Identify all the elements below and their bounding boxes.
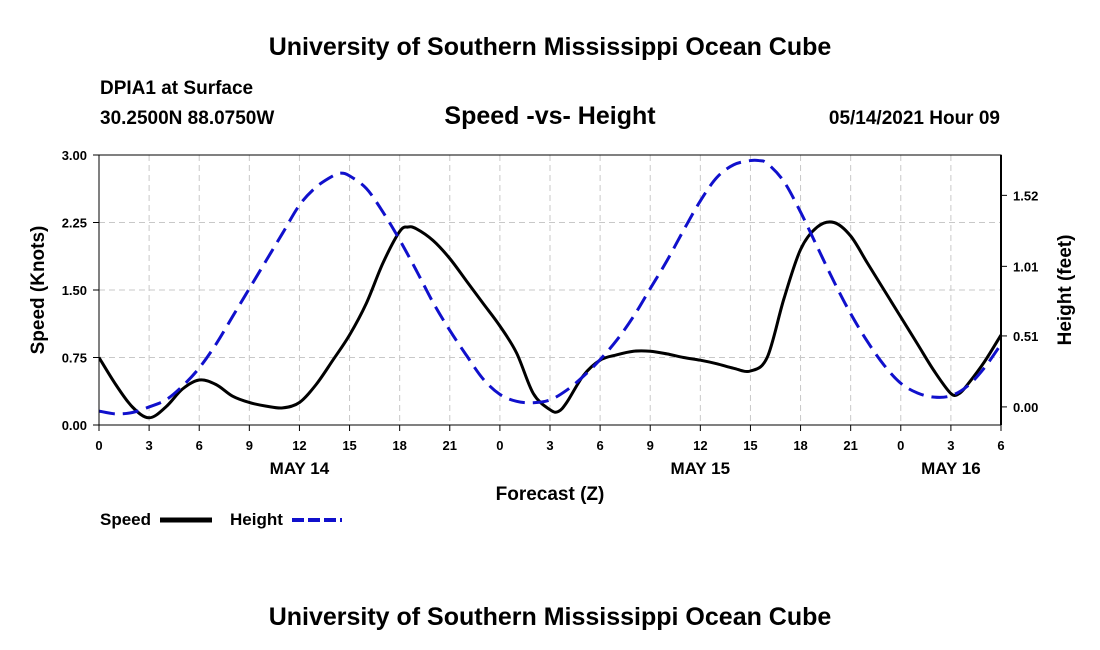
series-line-height: [99, 158, 1001, 416]
x-tick-label: 21: [443, 438, 457, 453]
x-tick-label: 6: [596, 438, 603, 453]
grid: [99, 155, 1001, 425]
x-tick-label: 21: [843, 438, 857, 453]
footer-title: University of Southern Mississippi Ocean…: [269, 603, 832, 631]
y-tick-label: 1.50: [62, 283, 87, 298]
x-axis-label: Forecast (Z): [496, 484, 605, 505]
x-tick-label: 3: [546, 438, 553, 453]
x-tick-label: 15: [743, 438, 757, 453]
date-label: MAY 15: [671, 459, 731, 478]
y-tick-label: 3.00: [62, 148, 87, 163]
axis-ticks: 0 3 6 9 12 15 18 21 0 3 6 9 12 15 18 21 0 3 6 0.00 0.75 1.50 2…: [62, 148, 1039, 478]
y-tick-label: 0.75: [62, 351, 87, 366]
y2-tick-label: 1.01: [1013, 259, 1038, 274]
y-tick-label: 2.25: [62, 216, 87, 231]
x-tick-label: 18: [392, 438, 406, 453]
date-label: MAY 14: [270, 459, 330, 478]
x-tick-label: 3: [947, 438, 954, 453]
series-layer: [99, 158, 1001, 420]
station-name: DPIA1 at Surface: [100, 78, 253, 99]
station-coords: 30.2500N 88.0750W: [100, 108, 274, 129]
y-axis-label: Speed (Knots): [28, 226, 49, 355]
y2-axis-label: Height (feet): [1055, 235, 1076, 346]
date-label: MAY 16: [921, 459, 981, 478]
legend-height-label: Height: [230, 510, 283, 529]
legend-speed-label: Speed: [100, 510, 151, 529]
y2-tick-label: 0.51: [1013, 329, 1038, 344]
x-tick-label: 9: [647, 438, 654, 453]
x-tick-label: 0: [496, 438, 503, 453]
y2-tick-label: 0.00: [1013, 400, 1038, 415]
x-tick-label: 12: [693, 438, 707, 453]
header-title: University of Southern Mississippi Ocean…: [269, 33, 832, 61]
x-tick-label: 6: [196, 438, 203, 453]
x-tick-label: 3: [145, 438, 152, 453]
x-tick-label: 0: [897, 438, 904, 453]
x-tick-label: 15: [342, 438, 356, 453]
y2-tick-label: 1.52: [1013, 188, 1038, 203]
x-tick-label: 6: [997, 438, 1004, 453]
x-tick-label: 12: [292, 438, 306, 453]
legend: Speed Height: [100, 510, 342, 529]
series-line-speed: [99, 220, 1001, 420]
x-tick-label: 18: [793, 438, 807, 453]
x-tick-label: 0: [95, 438, 102, 453]
date-stamp: 05/14/2021 Hour 09: [829, 108, 1000, 129]
x-tick-label: 9: [246, 438, 253, 453]
chart-title: Speed -vs- Height: [444, 102, 656, 130]
y-tick-label: 0.00: [62, 418, 87, 433]
